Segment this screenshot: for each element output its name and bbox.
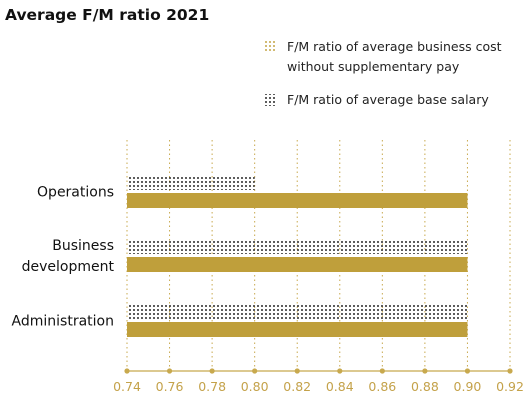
bar-base-salary: [127, 175, 255, 190]
x-tick-marker: [337, 368, 343, 374]
bar-business-cost: [127, 257, 468, 272]
x-tick-label: 0.86: [368, 379, 396, 394]
x-tick-marker: [124, 368, 130, 374]
legend-label: F/M ratio of average business cost: [287, 39, 502, 54]
x-tick-marker: [209, 368, 215, 374]
x-tick-label: 0.90: [454, 379, 482, 394]
x-tick-label: 0.74: [113, 379, 141, 394]
x-tick-marker: [422, 368, 428, 374]
x-tick-marker: [252, 368, 258, 374]
category-label: Administration: [12, 314, 114, 330]
x-axis: 0.74 0.76 0.78 0.80 0.82 0.84 0.86 0.88 0.90 0.92: [113, 368, 524, 394]
x-tick-marker: [379, 368, 385, 374]
x-tick-label: 0.82: [283, 379, 311, 394]
x-tick-label: 0.88: [411, 379, 439, 394]
x-tick-label: 0.78: [198, 379, 226, 394]
bar-business-cost: [127, 322, 468, 337]
category-label: Operations: [37, 185, 114, 201]
legend-swatch: [264, 94, 276, 106]
legend-label: F/M ratio of average base salary: [287, 92, 489, 107]
x-tick-marker: [166, 368, 173, 374]
bar-business-cost: [127, 193, 468, 208]
bar-base-salary: [127, 239, 468, 254]
category-label: development: [22, 259, 115, 275]
category-labels: Operations Business development Administrat…: [12, 185, 115, 330]
bars: [127, 175, 468, 337]
x-tick-label: 0.76: [156, 379, 184, 394]
legend-swatch: [264, 41, 276, 53]
category-label: Business: [52, 238, 114, 254]
legend-label: without supplementary pay: [287, 59, 460, 74]
x-tick-marker: [294, 368, 300, 374]
legend: F/M ratio of average business cost withou…: [264, 39, 502, 107]
x-tick-marker: [507, 368, 513, 374]
x-tick-marker: [464, 368, 471, 374]
x-tick-label: 0.92: [496, 379, 524, 394]
x-tick-label: 0.80: [241, 379, 269, 394]
x-tick-label: 0.84: [326, 379, 354, 394]
bar-base-salary: [127, 304, 468, 319]
chart-title: Average F/M ratio 2021: [5, 6, 209, 24]
